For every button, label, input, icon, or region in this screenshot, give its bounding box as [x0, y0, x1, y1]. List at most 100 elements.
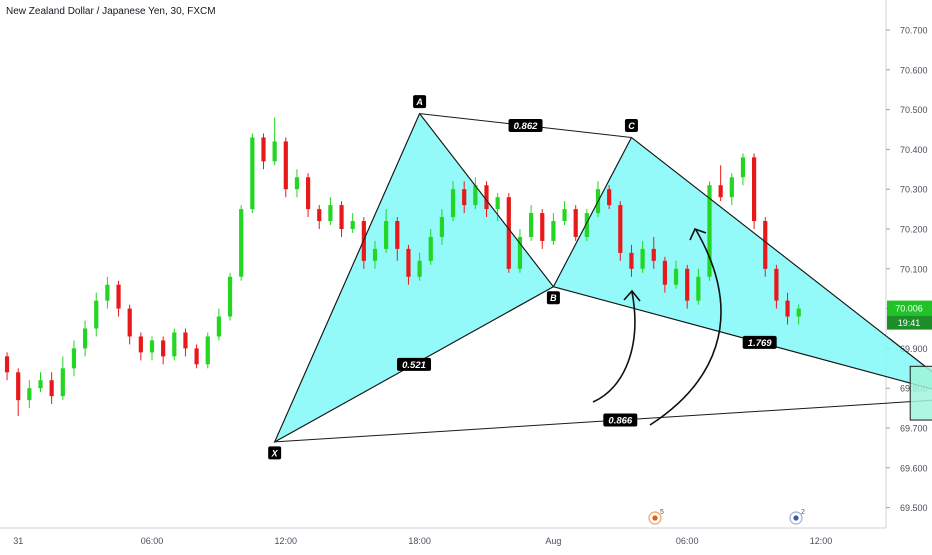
candle-body: [294, 177, 300, 190]
pattern-line-bc: [552, 137, 632, 287]
event-marker-count: 2: [801, 509, 805, 516]
pattern-triangle-xab: [273, 112, 555, 444]
candle-body: [216, 316, 221, 337]
candle-body: [796, 308, 801, 317]
candle-body: [584, 213, 589, 237]
candle-body: [4, 356, 10, 373]
candle-body: [194, 348, 199, 365]
ratio-label-box: [397, 357, 432, 371]
candle-body: [450, 189, 456, 218]
y-tick-label: 69.700: [900, 424, 928, 434]
curved-arrow-long: [649, 229, 722, 426]
candle-body: [573, 209, 578, 237]
candle-body: [618, 205, 623, 253]
candle-body: [685, 268, 690, 301]
candle-body: [651, 248, 656, 261]
x-tick-label: 06:00: [676, 536, 699, 546]
candle-body: [172, 332, 177, 357]
x-tick-label: 12:00: [275, 536, 298, 546]
candle-body: [372, 248, 378, 261]
candle-body: [740, 157, 746, 178]
candle-body: [495, 197, 500, 210]
candle-body: [83, 328, 88, 349]
y-tick-label: 70.200: [900, 225, 928, 235]
candle-body: [662, 260, 667, 285]
candle-body: [138, 336, 143, 353]
candle-body: [562, 209, 567, 222]
candle-body: [462, 189, 467, 206]
candle-body: [16, 372, 21, 401]
y-tick-label: 70.300: [900, 185, 928, 195]
y-tick-label: 70.100: [900, 264, 928, 274]
pattern-point-label: X: [271, 448, 279, 458]
candle-body: [227, 276, 233, 317]
candle-body: [473, 185, 478, 206]
ratio-label-box: [508, 119, 543, 133]
candle-body: [283, 141, 288, 190]
candle-body: [161, 340, 166, 357]
candle-body: [317, 209, 322, 222]
symbol-title: New Zealand Dollar / Japanese Yen, 30, F…: [6, 6, 216, 17]
event-marker-dot: [652, 515, 658, 521]
candle-body: [205, 336, 210, 365]
pattern-line-ab: [419, 113, 554, 288]
candle-body: [250, 137, 255, 210]
candle-body: [261, 137, 266, 162]
candle-body: [116, 284, 121, 309]
pattern-point-label: B: [550, 293, 557, 303]
candle-body: [395, 221, 400, 249]
ratio-label-box: [742, 335, 777, 349]
y-tick-label: 70.500: [900, 105, 928, 115]
candle-body: [551, 221, 556, 241]
target-zone: [909, 365, 932, 421]
candle-body: [239, 209, 244, 277]
ratio-label-box: [603, 413, 638, 427]
arrow-head-short: [623, 289, 641, 302]
candle-body: [428, 236, 433, 261]
candle-body: [339, 205, 344, 229]
event-marker-dot: [793, 515, 799, 521]
pattern-point-box: [413, 95, 427, 109]
candle-body: [350, 221, 355, 229]
arrow-head-long: [689, 227, 707, 241]
candle-body: [149, 340, 155, 353]
countdown-badge: [887, 315, 932, 330]
candle-body: [384, 221, 389, 249]
candle-body: [540, 213, 545, 241]
candle-body: [71, 348, 77, 369]
y-tick-label: 69.500: [900, 503, 928, 513]
candle-body: [529, 213, 534, 237]
candle-body: [774, 268, 779, 301]
candle-body: [417, 260, 422, 277]
candle-body: [183, 332, 188, 349]
candle-body: [105, 284, 110, 301]
y-tick-label: 69.600: [900, 463, 928, 473]
x-tick-label: 18:00: [408, 536, 431, 546]
candle-body: [506, 197, 511, 269]
pattern-line-cd: [631, 137, 932, 373]
candle-body: [673, 268, 679, 285]
candle-body: [439, 217, 444, 237]
pattern-point-box: [546, 291, 560, 305]
pattern-point-box: [268, 446, 282, 460]
pattern-point-box: [624, 118, 638, 132]
candle-body: [729, 177, 734, 198]
curved-arrow-short: [592, 291, 636, 403]
candle-body: [517, 236, 523, 269]
candle-body: [272, 141, 277, 162]
candle-body: [785, 300, 790, 317]
candle-body: [38, 380, 43, 389]
candle-body: [406, 248, 411, 277]
x-tick-label: Aug: [545, 536, 561, 546]
candle-body: [484, 185, 489, 210]
x-tick-label: 06:00: [141, 536, 164, 546]
candle-body: [718, 185, 723, 198]
candle-body: [607, 189, 612, 206]
y-tick-label: 70.400: [900, 145, 928, 155]
y-tick-label: 70.700: [900, 26, 928, 36]
x-tick-label: 31: [13, 536, 23, 546]
event-marker-count: 5: [660, 509, 664, 516]
candle-body: [328, 205, 333, 222]
